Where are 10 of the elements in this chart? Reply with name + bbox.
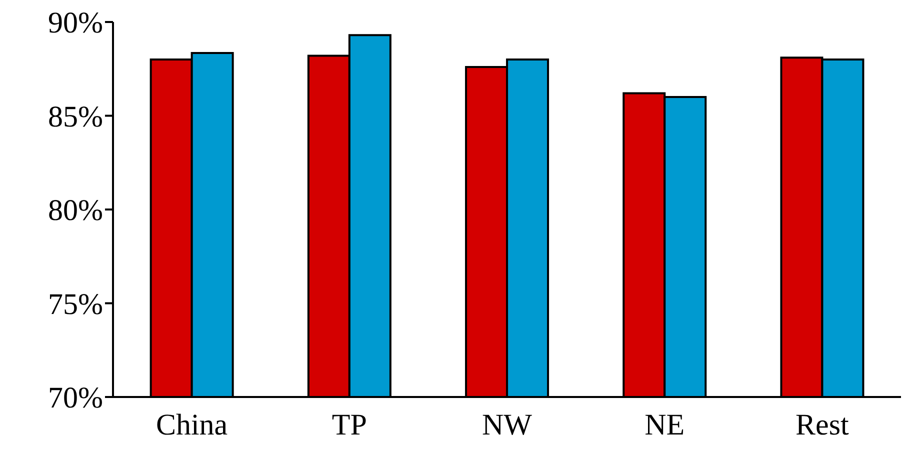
y-tick-label: 80% xyxy=(48,194,103,228)
x-tick-label: TP xyxy=(332,408,367,442)
x-tick-label: NW xyxy=(482,408,533,442)
y-tick-label: 70% xyxy=(48,382,103,415)
y-tick-label: 90% xyxy=(48,6,103,40)
x-tick-label: China xyxy=(156,408,228,442)
y-tick-label: 75% xyxy=(48,288,103,321)
y-tick-label: 85% xyxy=(48,100,103,134)
x-tick-label: NE xyxy=(644,408,685,442)
x-tick-label: Rest xyxy=(796,408,850,442)
